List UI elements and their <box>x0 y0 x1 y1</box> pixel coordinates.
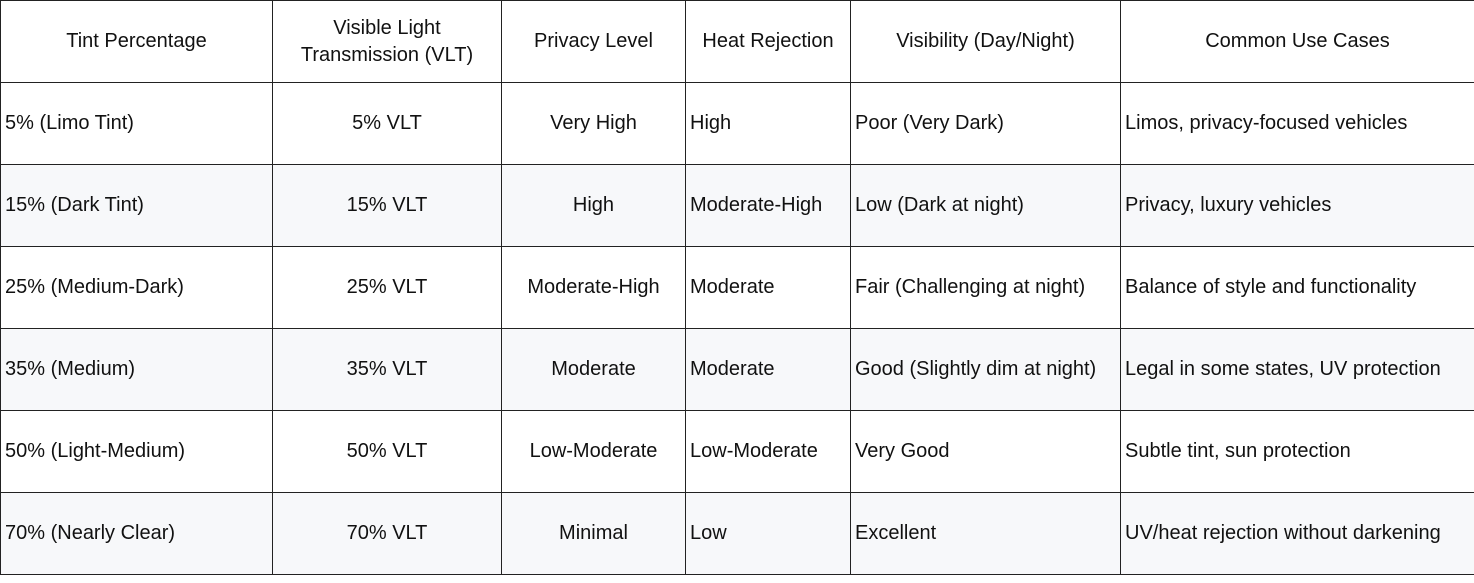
table-cell: 70% VLT <box>272 492 502 575</box>
table-cell: Low <box>685 492 851 575</box>
table-cell: UV/heat rejection without darkening <box>1120 492 1474 575</box>
table-cell: Very High <box>501 82 686 165</box>
table-row: 70% (Nearly Clear) 70% VLT Minimal Low Excel… <box>0 492 1474 575</box>
table-cell: Excellent <box>850 492 1121 575</box>
table-cell: Moderate-High <box>685 164 851 247</box>
table-cell: Subtle tint, sun protection <box>1120 410 1474 493</box>
table-cell: 35% VLT <box>272 328 502 411</box>
header-cell: Tint Percentage <box>0 0 273 83</box>
table-row: 5% (Limo Tint) 5% VLT Very High High Poor (V… <box>0 82 1474 165</box>
table-cell: Moderate <box>685 328 851 411</box>
header-cell: Visible Light Transmission (VLT) <box>272 0 502 83</box>
table-cell: Moderate <box>501 328 686 411</box>
header-cell: Visibility (Day/Night) <box>850 0 1121 83</box>
table-cell: Legal in some states, UV protection <box>1120 328 1474 411</box>
table-row: 15% (Dark Tint) 15% VLT High Moderate-High L… <box>0 164 1474 247</box>
table-cell: 50% (Light-Medium) <box>0 410 273 493</box>
table-cell: Good (Slightly dim at night) <box>850 328 1121 411</box>
table-cell: Poor (Very Dark) <box>850 82 1121 165</box>
table-cell: Low-Moderate <box>501 410 686 493</box>
table-cell: 70% (Nearly Clear) <box>0 492 273 575</box>
table-cell: Limos, privacy-focused vehicles <box>1120 82 1474 165</box>
header-cell: Heat Rejection <box>685 0 851 83</box>
header-row: Tint Percentage Visible Light Transmissio… <box>0 0 1474 83</box>
table-body: 5% (Limo Tint) 5% VLT Very High High Poor (V… <box>0 82 1474 575</box>
table-cell: 5% VLT <box>272 82 502 165</box>
table-cell: Fair (Challenging at night) <box>850 246 1121 329</box>
table-cell: 5% (Limo Tint) <box>0 82 273 165</box>
table-cell: High <box>501 164 686 247</box>
table-cell: 15% VLT <box>272 164 502 247</box>
header-cell: Common Use Cases <box>1120 0 1474 83</box>
table-cell: High <box>685 82 851 165</box>
table-cell: 25% (Medium-Dark) <box>0 246 273 329</box>
table-cell: Minimal <box>501 492 686 575</box>
header-cell: Privacy Level <box>501 0 686 83</box>
table-cell: Moderate-High <box>501 246 686 329</box>
table-cell: Balance of style and functionality <box>1120 246 1474 329</box>
table-cell: Privacy, luxury vehicles <box>1120 164 1474 247</box>
table-row: 50% (Light-Medium) 50% VLT Low-Moderate Low… <box>0 410 1474 493</box>
table-row: 35% (Medium) 35% VLT Moderate Moderate Good … <box>0 328 1474 411</box>
table-cell: Low-Moderate <box>685 410 851 493</box>
table-cell: Very Good <box>850 410 1121 493</box>
table-cell: Moderate <box>685 246 851 329</box>
table-cell: 35% (Medium) <box>0 328 273 411</box>
table-row: 25% (Medium-Dark) 25% VLT Moderate-High Mod… <box>0 246 1474 329</box>
table-cell: Low (Dark at night) <box>850 164 1121 247</box>
table-cell: 25% VLT <box>272 246 502 329</box>
table-cell: 50% VLT <box>272 410 502 493</box>
table-cell: 15% (Dark Tint) <box>0 164 273 247</box>
